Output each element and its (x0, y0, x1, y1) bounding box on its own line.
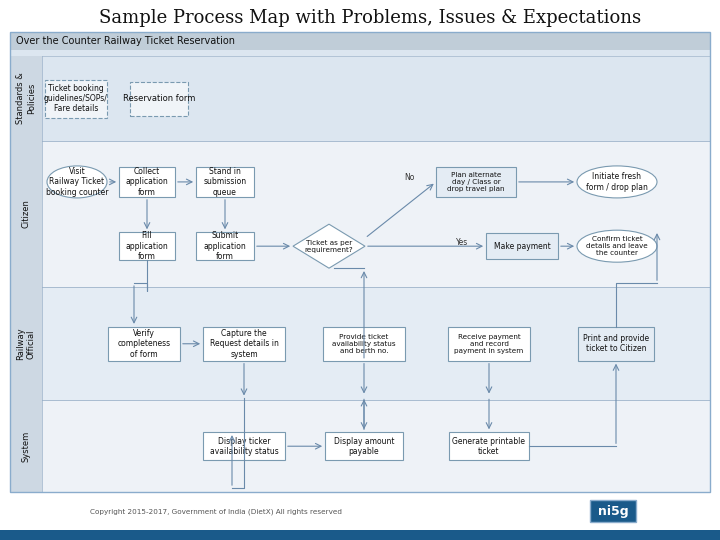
Text: Print and provide
ticket to Citizen: Print and provide ticket to Citizen (583, 334, 649, 354)
FancyBboxPatch shape (196, 167, 254, 197)
FancyBboxPatch shape (10, 56, 42, 141)
Text: Confirm ticket
details and leave
the counter: Confirm ticket details and leave the cou… (586, 236, 648, 256)
Polygon shape (293, 224, 365, 268)
Text: Standards &
Policies: Standards & Policies (17, 73, 36, 124)
FancyBboxPatch shape (10, 141, 710, 287)
FancyBboxPatch shape (10, 401, 710, 492)
FancyBboxPatch shape (10, 287, 42, 401)
Text: No: No (404, 173, 414, 183)
Text: Provide ticket
availability status
and berth no.: Provide ticket availability status and b… (332, 334, 396, 354)
Text: Ticket booking
guidelines/SOPs/
Fare details: Ticket booking guidelines/SOPs/ Fare det… (44, 84, 108, 113)
Text: Verify
completeness
of form: Verify completeness of form (117, 329, 171, 359)
FancyBboxPatch shape (323, 327, 405, 361)
Text: Yes: Yes (456, 238, 468, 247)
Text: Submit
application
form: Submit application form (204, 231, 246, 261)
Text: Make payment: Make payment (494, 242, 550, 251)
Text: Plan alternate
day / Class or
drop travel plan: Plan alternate day / Class or drop trave… (447, 172, 505, 192)
Text: Copyright 2015-2017, Government of India (DietX) All rights reserved: Copyright 2015-2017, Government of India… (90, 509, 342, 515)
Text: Capture the
Request details in
system: Capture the Request details in system (210, 329, 279, 359)
FancyBboxPatch shape (45, 79, 107, 118)
Text: Display ticker
availability status: Display ticker availability status (210, 436, 279, 456)
FancyBboxPatch shape (10, 401, 42, 492)
FancyBboxPatch shape (108, 327, 180, 361)
Text: Collect
application
form: Collect application form (125, 167, 168, 197)
Text: Stand in
submission
queue: Stand in submission queue (204, 167, 246, 197)
FancyBboxPatch shape (203, 432, 285, 460)
FancyBboxPatch shape (0, 530, 720, 540)
FancyBboxPatch shape (486, 233, 558, 259)
Text: Initiate fresh
form / drop plan: Initiate fresh form / drop plan (586, 172, 648, 192)
FancyBboxPatch shape (119, 167, 175, 197)
FancyBboxPatch shape (10, 287, 710, 401)
FancyBboxPatch shape (10, 50, 710, 56)
Text: Reservation form: Reservation form (123, 94, 195, 103)
FancyBboxPatch shape (196, 232, 254, 260)
Text: Railway
Official: Railway Official (17, 327, 36, 360)
Ellipse shape (47, 166, 107, 198)
Text: Generate printable
ticket: Generate printable ticket (452, 436, 526, 456)
Ellipse shape (577, 166, 657, 198)
FancyBboxPatch shape (10, 32, 710, 50)
Text: Sample Process Map with Problems, Issues & Expectations: Sample Process Map with Problems, Issues… (99, 9, 641, 27)
Text: Ticket as per
requirement?: Ticket as per requirement? (305, 240, 354, 253)
Text: Display amount
payable: Display amount payable (334, 436, 395, 456)
FancyBboxPatch shape (578, 327, 654, 361)
FancyBboxPatch shape (436, 167, 516, 197)
Ellipse shape (577, 230, 657, 262)
Text: Fill
application
form: Fill application form (125, 231, 168, 261)
Text: Over the Counter Railway Ticket Reservation: Over the Counter Railway Ticket Reservat… (16, 36, 235, 46)
FancyBboxPatch shape (119, 232, 175, 260)
FancyBboxPatch shape (448, 327, 530, 361)
FancyBboxPatch shape (10, 141, 42, 287)
FancyBboxPatch shape (449, 432, 529, 460)
Text: Visit
Railway Ticket
booking counter: Visit Railway Ticket booking counter (46, 167, 108, 197)
Text: ni5g: ni5g (598, 504, 629, 517)
FancyBboxPatch shape (203, 327, 285, 361)
Text: Citizen: Citizen (22, 200, 30, 228)
FancyBboxPatch shape (130, 82, 188, 116)
Text: System: System (22, 430, 30, 462)
Text: Receive payment
and record
payment in system: Receive payment and record payment in sy… (454, 334, 523, 354)
FancyBboxPatch shape (10, 56, 710, 141)
FancyBboxPatch shape (325, 432, 403, 460)
FancyBboxPatch shape (590, 500, 636, 522)
